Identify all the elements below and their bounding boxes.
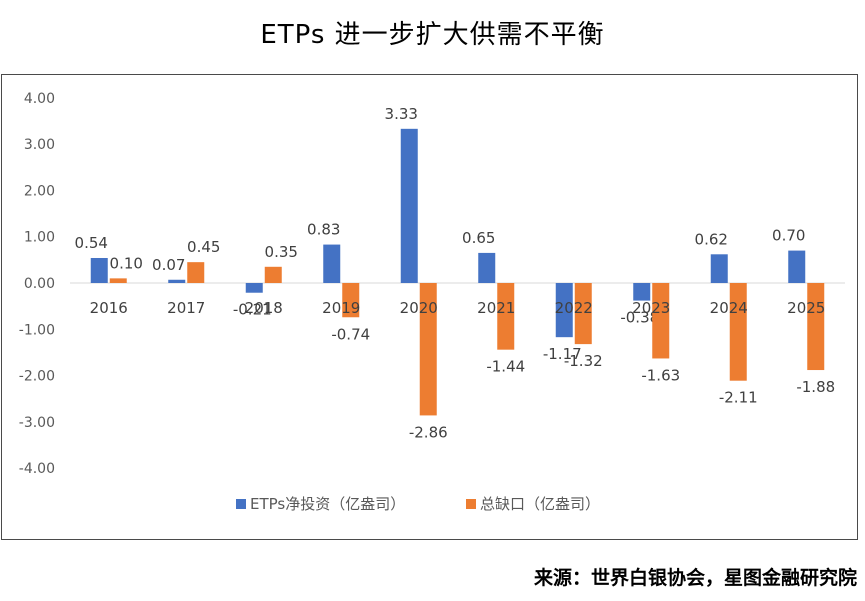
gap-bar-2017 xyxy=(187,262,205,283)
gap-bar-2018 xyxy=(264,266,282,283)
y-tick-label: 2.00 xyxy=(24,183,55,199)
x-category-label: 2023 xyxy=(632,299,670,317)
x-category-label: 2021 xyxy=(477,299,515,317)
y-tick-label: -1.00 xyxy=(19,322,55,338)
x-category-label: 2016 xyxy=(90,299,128,317)
data-label: 0.35 xyxy=(265,243,298,261)
gap-bar-2025 xyxy=(807,283,825,371)
etp-bar-2025 xyxy=(788,250,806,283)
etp-bar-2022 xyxy=(555,283,573,338)
x-category-label: 2025 xyxy=(787,299,825,317)
data-label: 3.33 xyxy=(385,105,418,123)
data-label: 0.54 xyxy=(75,234,108,252)
data-label: -1.32 xyxy=(564,352,603,370)
source-note: 来源：世界白银协会，星图金融研究院 xyxy=(533,567,857,589)
gap-bar-2021 xyxy=(497,283,515,350)
data-label: -2.11 xyxy=(719,389,758,407)
x-category-label: 2018 xyxy=(245,299,283,317)
data-label: -1.63 xyxy=(641,366,680,384)
etp-bar-2016 xyxy=(90,257,108,283)
data-label: 0.62 xyxy=(695,230,728,248)
y-tick-label: 3.00 xyxy=(24,137,55,153)
y-tick-label: 0.00 xyxy=(24,276,55,292)
data-label: -1.88 xyxy=(796,378,835,396)
gap-bar-2020 xyxy=(419,283,437,416)
data-label: -1.17 xyxy=(543,345,582,363)
data-label: -0.74 xyxy=(331,325,370,343)
etp-bar-2024 xyxy=(710,254,728,283)
y-tick-label: 4.00 xyxy=(24,91,55,107)
x-category-label: 2020 xyxy=(400,299,438,317)
x-category-label: 2022 xyxy=(555,299,593,317)
etp-bar-2023 xyxy=(633,283,651,301)
chart-title: ETPs 进一步扩大供需不平衡 xyxy=(260,20,605,50)
data-label: -1.44 xyxy=(486,358,525,376)
y-tick-label: -3.00 xyxy=(19,415,55,431)
data-label: -0.38 xyxy=(620,309,659,327)
etp-bar-2020 xyxy=(400,128,418,283)
data-label: -0.21 xyxy=(233,301,272,319)
legend-swatch xyxy=(236,499,246,509)
x-category-label: 2017 xyxy=(167,299,205,317)
etp-bar-2019 xyxy=(323,244,341,283)
data-label: 0.65 xyxy=(462,229,495,247)
x-category-label: 2024 xyxy=(710,299,748,317)
gap-bar-2016 xyxy=(109,278,127,283)
etp-bar-2017 xyxy=(168,279,186,283)
data-label: 0.83 xyxy=(307,221,340,239)
gap-bar-2019 xyxy=(342,283,360,318)
etp-bar-2018 xyxy=(245,283,263,293)
data-label: 0.45 xyxy=(187,238,220,256)
legend-swatch xyxy=(466,499,476,509)
y-tick-label: -2.00 xyxy=(19,369,55,385)
chart-frame xyxy=(1,74,858,540)
legend-label: ETPs净投资（亿盎司） xyxy=(250,495,405,513)
data-label: 0.07 xyxy=(152,256,185,274)
etp-bar-2021 xyxy=(478,252,496,283)
gap-bar-2022 xyxy=(574,283,592,345)
gap-bar-2023 xyxy=(652,283,670,359)
x-category-label: 2019 xyxy=(322,299,360,317)
gap-bar-2024 xyxy=(729,283,747,381)
data-label: -2.86 xyxy=(409,423,448,441)
data-label: 0.70 xyxy=(772,227,805,245)
data-label: 0.10 xyxy=(110,254,143,272)
legend-label: 总缺口（亿盎司） xyxy=(480,495,600,513)
y-tick-label: -4.00 xyxy=(19,461,55,477)
y-tick-label: 1.00 xyxy=(24,230,55,246)
